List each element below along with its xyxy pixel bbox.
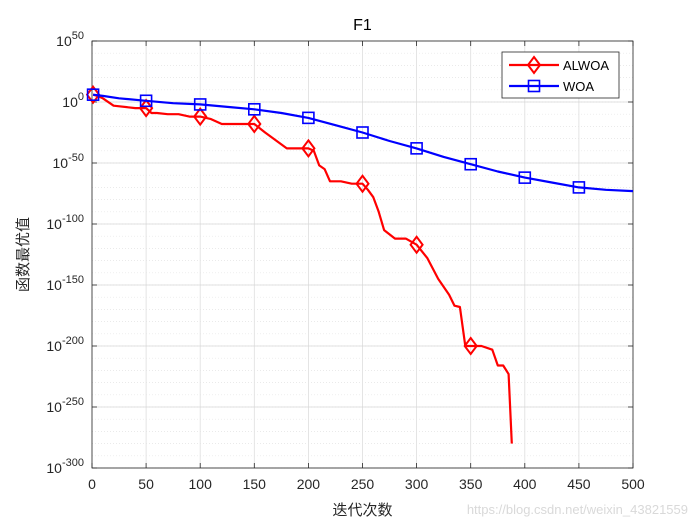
axis-ticks: 0 50 100 150 200 250 300 350 400 450 500105010010-…	[46, 30, 645, 492]
y-tick-label: 10-50	[53, 152, 84, 171]
y-tick-exponent: 50	[72, 30, 84, 42]
data-point-marker	[247, 114, 262, 134]
legend-label: ALWOA	[563, 58, 609, 73]
data-point-marker	[409, 235, 424, 255]
y-tick-exponent: -300	[62, 457, 84, 469]
y-tick-base: 10	[46, 399, 62, 415]
data-point-marker	[193, 98, 207, 111]
x-tick-label: 400	[513, 476, 537, 492]
y-tick-base: 10	[46, 338, 62, 354]
y-tick-exponent: -100	[62, 213, 84, 225]
watermark: https://blog.csdn.net/weixin_43821559	[466, 502, 688, 517]
x-tick-label: 50	[138, 476, 154, 492]
data-point-marker	[572, 181, 586, 194]
y-tick-label: 1050	[56, 30, 84, 49]
legend-label: WOA	[563, 79, 594, 94]
data-point-marker	[464, 157, 478, 171]
legend-item-woa: WOA	[509, 79, 594, 94]
y-tick-label: 10-100	[46, 213, 84, 232]
series-woa	[86, 88, 634, 194]
data-point-marker	[355, 174, 370, 194]
data-point-marker	[139, 94, 153, 108]
data-point-marker	[463, 336, 478, 356]
series-layer	[85, 85, 634, 444]
data-point-marker	[248, 103, 261, 116]
x-tick-label: 250	[351, 476, 375, 492]
y-tick-exponent: 0	[78, 91, 84, 103]
legend-marker	[527, 79, 541, 93]
data-point-marker	[410, 142, 423, 155]
x-tick-label: 450	[567, 476, 591, 492]
x-tick-label: 300	[405, 476, 429, 492]
data-point-marker	[302, 111, 315, 125]
y-tick-label: 10-250	[46, 396, 84, 415]
data-point-marker	[518, 171, 532, 184]
legend-item-alwoa: ALWOA	[509, 55, 609, 75]
data-point-marker	[86, 88, 100, 101]
x-axis-label: 迭代次数	[332, 501, 392, 519]
y-tick-exponent: -50	[68, 152, 84, 164]
data-point-marker	[138, 98, 154, 118]
x-tick-label: 350	[459, 476, 483, 492]
x-tick-label: 0	[88, 476, 96, 492]
series-line	[92, 93, 513, 444]
x-tick-label: 150	[243, 476, 267, 492]
data-point-marker	[192, 106, 208, 127]
x-tick-label: 200	[297, 476, 321, 492]
data-point-marker	[85, 85, 101, 105]
y-tick-base: 10	[46, 277, 62, 293]
data-point-marker	[301, 138, 316, 159]
series-alwoa	[85, 85, 513, 444]
y-axis-label: 函数最优值	[14, 217, 32, 292]
y-tick-exponent: -250	[62, 396, 84, 408]
y-tick-exponent: -150	[62, 274, 84, 286]
y-tick-label: 10-150	[46, 274, 84, 293]
y-tick-label: 100	[62, 91, 84, 110]
legend-box	[501, 51, 620, 99]
legend-marker	[526, 55, 542, 75]
y-tick-base: 10	[62, 94, 78, 110]
y-tick-label: 10-200	[46, 335, 84, 354]
x-tick-label: 500	[621, 476, 645, 492]
y-tick-exponent: -200	[62, 335, 84, 347]
data-point-marker	[356, 126, 369, 139]
y-tick-base: 10	[53, 155, 69, 171]
legend: ALWOA WOA	[501, 51, 620, 99]
y-tick-base: 10	[46, 216, 62, 232]
grid	[91, 40, 634, 469]
y-tick-label: 10-300	[46, 457, 84, 476]
series-line	[92, 93, 634, 193]
x-tick-label: 100	[189, 476, 213, 492]
chart-title: F1	[353, 17, 372, 34]
y-tick-base: 10	[46, 460, 62, 476]
y-tick-base: 10	[56, 33, 72, 49]
